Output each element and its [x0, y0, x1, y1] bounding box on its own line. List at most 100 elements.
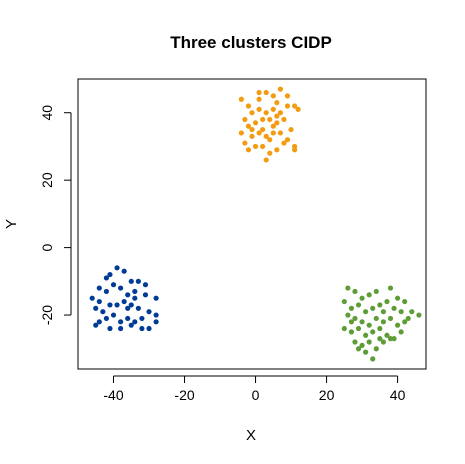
- data-point: [132, 319, 138, 325]
- data-point: [252, 143, 259, 150]
- data-point: [267, 150, 273, 156]
- data-point: [402, 298, 408, 305]
- data-point: [263, 157, 269, 163]
- data-point: [284, 93, 291, 99]
- y-tick-label: -20: [39, 305, 55, 325]
- data-point: [348, 319, 355, 325]
- data-point: [355, 325, 362, 332]
- data-point: [260, 116, 266, 123]
- data-point: [359, 342, 365, 348]
- y-tick-label: 40: [39, 105, 55, 121]
- data-point: [409, 309, 415, 315]
- data-point: [121, 298, 127, 305]
- x-tick-label: 20: [319, 387, 335, 403]
- data-point: [114, 265, 120, 271]
- data-point: [114, 302, 120, 308]
- data-point: [363, 332, 369, 338]
- data-point: [380, 339, 386, 345]
- data-point: [387, 285, 394, 291]
- data-point: [284, 137, 291, 143]
- data-point: [135, 305, 141, 311]
- data-point: [270, 106, 276, 112]
- data-point: [96, 285, 102, 291]
- data-point: [146, 309, 152, 315]
- data-point: [366, 292, 372, 298]
- x-axis-label: X: [246, 427, 256, 444]
- data-point: [96, 298, 102, 305]
- data-point: [256, 96, 262, 102]
- data-point: [267, 137, 273, 143]
- data-point: [270, 123, 276, 129]
- data-point: [110, 312, 117, 318]
- data-point: [274, 100, 280, 106]
- data-point: [153, 319, 159, 325]
- data-point: [260, 126, 266, 133]
- data-point: [370, 356, 376, 362]
- data-point: [153, 312, 159, 318]
- data-point: [384, 332, 390, 338]
- data-point: [132, 288, 138, 295]
- data-point: [139, 315, 145, 322]
- y-tick-label: 20: [39, 172, 55, 188]
- data-point: [103, 288, 110, 295]
- data-point: [345, 285, 351, 291]
- data-point: [142, 292, 149, 298]
- data-point: [277, 110, 284, 116]
- y-tick-label: 0: [39, 244, 55, 252]
- data-point: [355, 346, 362, 352]
- data-point: [263, 110, 269, 116]
- data-point: [359, 319, 365, 325]
- data-point: [128, 278, 134, 284]
- data-point: [107, 302, 113, 308]
- data-point: [274, 120, 280, 126]
- data-point: [118, 285, 124, 291]
- data-point: [391, 305, 397, 311]
- data-point: [348, 329, 355, 335]
- data-point: [370, 329, 376, 335]
- data-point: [256, 130, 262, 136]
- series-1: [238, 86, 301, 163]
- data-point: [341, 325, 347, 332]
- data-point: [93, 322, 99, 328]
- data-point: [263, 133, 269, 139]
- data-point: [270, 93, 276, 99]
- data-point: [366, 322, 372, 328]
- data-point: [380, 319, 386, 325]
- data-point: [352, 315, 358, 322]
- data-point: [387, 336, 394, 342]
- data-point: [373, 315, 379, 322]
- chart-title: Three clusters CIDP: [170, 33, 332, 52]
- data-point: [267, 116, 273, 123]
- series-2: [89, 265, 159, 332]
- data-point: [363, 349, 369, 355]
- data-point: [405, 315, 411, 322]
- data-point: [277, 86, 284, 92]
- data-point: [274, 113, 280, 119]
- data-point: [380, 309, 386, 315]
- x-tick-label: 0: [252, 387, 260, 403]
- data-point: [249, 126, 255, 133]
- data-point: [125, 315, 131, 322]
- data-point: [345, 312, 351, 318]
- data-point: [256, 89, 262, 96]
- x-axis: -40 -20 0 20 40: [103, 375, 406, 403]
- data-point: [242, 116, 248, 123]
- data-point: [128, 322, 134, 328]
- data-point: [125, 305, 131, 311]
- data-point: [238, 96, 244, 102]
- data-point: [363, 309, 369, 315]
- data-point: [110, 282, 117, 288]
- data-point: [359, 295, 365, 301]
- data-point: [355, 302, 362, 308]
- data-point: [121, 268, 127, 274]
- x-tick-label: 40: [390, 387, 406, 403]
- data-point: [238, 130, 244, 136]
- data-point: [377, 336, 383, 342]
- data-point: [341, 298, 347, 305]
- data-point: [135, 278, 141, 284]
- data-point: [249, 133, 255, 139]
- data-point: [398, 329, 404, 335]
- data-point: [139, 325, 145, 332]
- data-point: [277, 130, 284, 136]
